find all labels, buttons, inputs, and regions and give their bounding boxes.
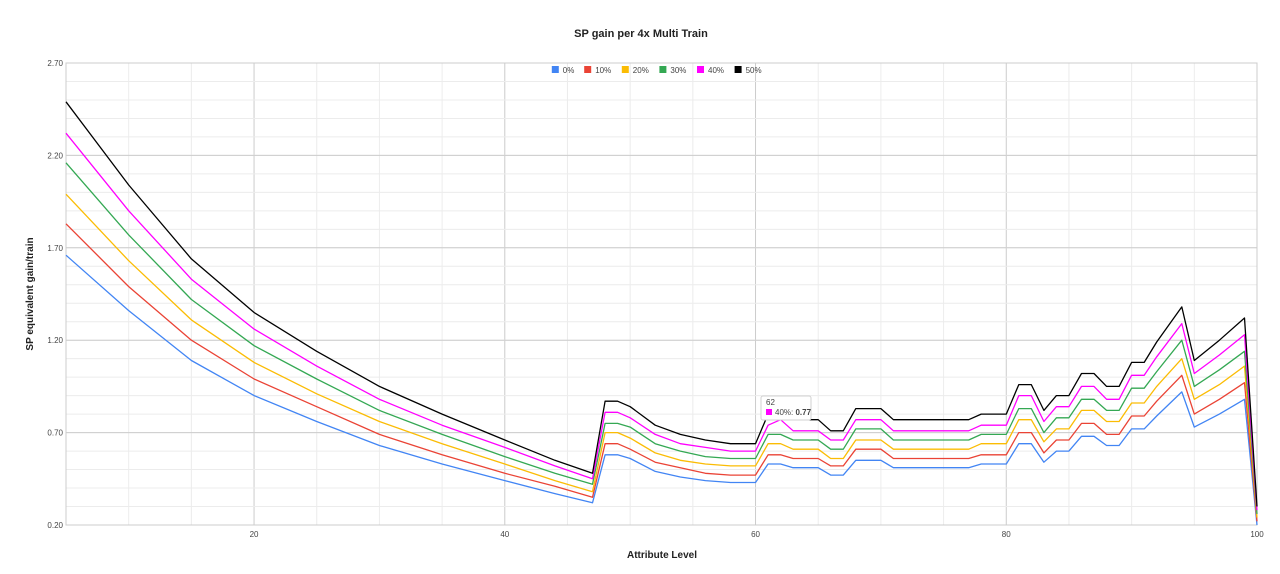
x-tick-label: 100 xyxy=(1250,530,1264,539)
legend-label: 50% xyxy=(746,66,762,75)
y-tick-label: 2.20 xyxy=(47,151,63,160)
tooltip-value: 40%: 0.77 xyxy=(775,408,812,417)
y-tick-label: 0.70 xyxy=(47,429,63,438)
series-line-10pct xyxy=(65,223,1258,522)
legend-swatch xyxy=(584,66,592,73)
y-tick-label: 1.70 xyxy=(47,244,63,253)
x-axis-title: Attribute Level xyxy=(627,550,697,561)
series-line-30pct xyxy=(65,162,1258,514)
series-line-20pct xyxy=(65,193,1258,518)
y-axis-title: SP equivalent gain/train xyxy=(25,237,36,350)
legend: 0% 10% 20% 30% 40% 50% xyxy=(551,66,762,75)
series-lines xyxy=(65,101,1258,526)
legend-swatch xyxy=(621,66,629,73)
legend-swatch xyxy=(697,66,704,73)
series-line-0pct xyxy=(65,254,1258,526)
y-tick-label: 1.20 xyxy=(47,336,63,345)
legend-label: 20% xyxy=(633,66,649,75)
x-tick-label: 40 xyxy=(500,530,509,539)
plot-border xyxy=(65,62,1258,526)
legend-swatch xyxy=(734,66,742,73)
legend-label: 0% xyxy=(563,66,575,75)
tooltip-box xyxy=(760,395,812,421)
x-tick-label: 20 xyxy=(250,530,259,539)
axis-ticks: 0.20 0.70 1.20 1.70 2.20 2.70 20 40 60 80 100 xyxy=(47,59,1264,539)
series-line-50pct xyxy=(65,101,1258,507)
chart-title: SP gain per 4x Multi Train xyxy=(574,28,708,40)
x-tick-label: 60 xyxy=(751,530,760,539)
y-tick-label: 2.70 xyxy=(47,59,63,68)
legend-swatch xyxy=(551,66,559,73)
tooltip-x-value: 62 xyxy=(766,398,775,407)
legend-label: 10% xyxy=(595,66,611,75)
legend-label: 30% xyxy=(670,66,686,75)
legend-swatch xyxy=(659,66,667,73)
legend-label: 40% xyxy=(708,66,724,75)
series-line-40pct xyxy=(65,132,1258,511)
tooltip-swatch xyxy=(766,409,772,415)
gridlines xyxy=(65,62,1258,526)
x-tick-label: 80 xyxy=(1002,530,1011,539)
y-tick-label: 0.20 xyxy=(47,521,63,530)
